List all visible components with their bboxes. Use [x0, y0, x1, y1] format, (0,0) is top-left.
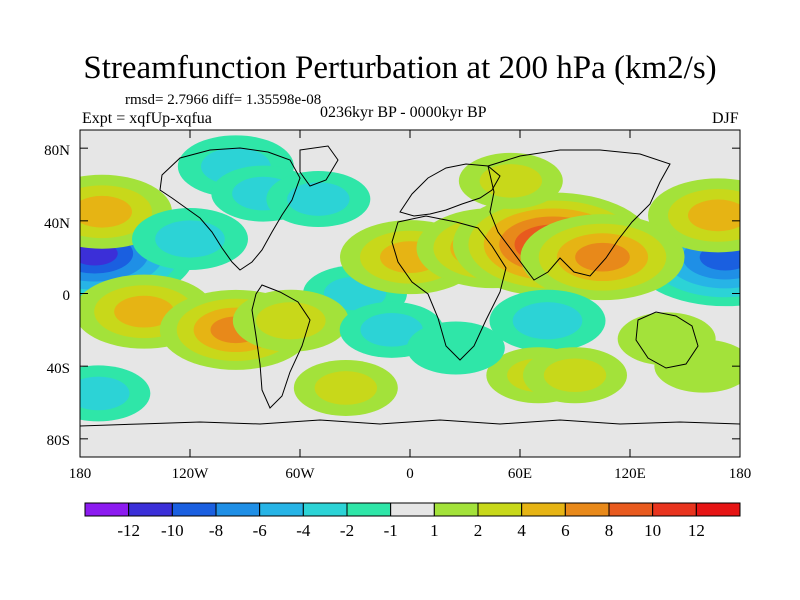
colorbar-label: 4	[517, 521, 526, 540]
anomaly-southern-indian-ocean	[523, 347, 627, 404]
contour-level	[360, 313, 423, 347]
colorbar-box	[171, 502, 217, 517]
contour-level	[314, 371, 378, 405]
colorbar-box	[128, 502, 173, 517]
colorbar-label: 10	[644, 521, 661, 540]
season-label: DJF	[712, 110, 739, 127]
colorbar-box	[259, 502, 304, 517]
anomaly-south-atlantic-mid-lat	[293, 359, 398, 416]
lon-label-120e: 120E	[614, 466, 646, 482]
axis-ticks	[79, 130, 741, 457]
contour-level	[512, 302, 583, 340]
contour-level	[80, 195, 132, 228]
anomaly-central-north-atlantic	[266, 171, 371, 228]
lat-label-40n: 40N	[44, 216, 70, 232]
colorbar-box	[390, 502, 435, 517]
colorbar-box	[608, 502, 654, 517]
lat-label-0: 0	[62, 288, 71, 304]
lat-label-40s: 40S	[46, 361, 70, 377]
colorbar-label: 8	[605, 521, 614, 540]
anomaly-tasman-sea	[654, 339, 740, 393]
colorbar-label: 6	[561, 521, 570, 540]
lon-label-180w: 180	[68, 466, 92, 482]
colorbar-label: -4	[296, 521, 311, 540]
colorbar-box	[652, 502, 697, 517]
lon-label-180e: 180	[728, 466, 752, 482]
colorbar-box	[215, 502, 261, 517]
anomaly-northern-eurasia	[458, 152, 563, 209]
anomaly-eastern-north-pacific	[132, 208, 248, 270]
chart-title: Streamfunction Perturbation at 200 hPa (…	[83, 50, 717, 86]
colorbar-label: -2	[340, 521, 354, 540]
colorbar: -12 -10 -8 -6 -4 -2 -1 1 2 4 6 8 10 12	[84, 502, 741, 540]
colorbar-box	[521, 502, 566, 517]
lon-label-60w: 60W	[285, 466, 315, 482]
colorbar-label: -8	[209, 521, 223, 540]
colorbar-box	[564, 502, 610, 517]
colorbar-box	[433, 502, 479, 517]
period-label: 0236kyr BP - 0000kyr BP	[320, 104, 487, 121]
contour-level	[654, 339, 740, 393]
colorbar-label: -12	[117, 521, 140, 540]
anomaly-south-pacific	[80, 365, 151, 422]
colorbar-label: 12	[688, 521, 705, 540]
anomaly-indochina	[520, 214, 685, 301]
colorbar-box	[346, 502, 392, 517]
coastlines	[80, 145, 740, 427]
colorbar-label: -10	[161, 521, 184, 540]
contour-level	[287, 182, 350, 216]
rmsd-stats: rmsd= 2.7966 diff= 1.35598e-08	[125, 92, 322, 108]
experiment-label: Expt = xqfUp-xqfua	[82, 110, 212, 127]
colorbar-box	[477, 502, 523, 517]
anomaly-south-america	[232, 289, 349, 352]
contour-level	[256, 302, 326, 340]
contour-level	[688, 199, 740, 232]
lat-label-80n: 80N	[44, 143, 70, 159]
colorbar-box	[695, 502, 741, 517]
colorbar-label: -6	[253, 521, 267, 540]
colorbar-box	[84, 502, 130, 517]
lon-label-0: 0	[406, 466, 414, 482]
contour-level	[543, 358, 607, 393]
contour-fields	[80, 135, 740, 422]
colorbar-label: 1	[430, 521, 439, 540]
colorbar-box	[302, 502, 348, 517]
anomaly-southern-africa	[406, 321, 505, 375]
lon-label-120w: 120W	[171, 466, 209, 482]
colorbar-label: -1	[384, 521, 398, 540]
lat-label-80s: 80S	[46, 433, 70, 449]
contour-level	[406, 321, 505, 375]
colorbar-label: 2	[474, 521, 483, 540]
contour-level	[575, 242, 630, 272]
contour-level	[155, 220, 225, 258]
lon-label-60e: 60E	[507, 466, 533, 482]
contour-level	[80, 376, 130, 411]
contour-level	[114, 295, 175, 328]
anomaly-indian-ocean	[489, 289, 606, 352]
